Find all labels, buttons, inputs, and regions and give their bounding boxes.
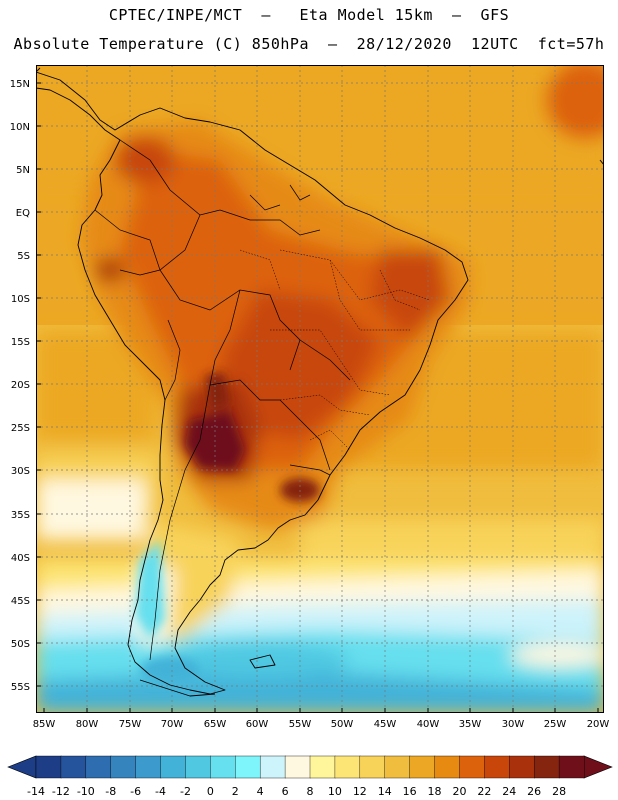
lat-label: 20S <box>11 380 30 391</box>
lon-label: 60W <box>246 719 269 730</box>
colorbar-swatch <box>434 755 461 779</box>
lat-label: 25S <box>11 423 30 434</box>
colorbar-label: 16 <box>403 785 417 798</box>
colorbar-swatch <box>210 755 236 779</box>
colorbar-swatch <box>409 755 436 779</box>
colorbar-label: 2 <box>232 785 239 798</box>
longitude-labels: 85W 80W 75W 70W 65W 60W 55W 50W 45W 40W … <box>33 719 610 730</box>
state-borders <box>239 249 431 451</box>
colorbar-swatch <box>259 755 286 779</box>
colorbar-max-arrow <box>583 755 613 779</box>
colorbar-swatch <box>334 755 361 779</box>
colorbar-label: -4 <box>155 785 166 798</box>
colorbar-swatch <box>484 755 510 779</box>
lat-label: 30S <box>11 466 30 477</box>
lon-label: 35W <box>459 719 482 730</box>
colorbar-swatch <box>160 755 187 779</box>
colorbar-swatch <box>384 755 411 779</box>
colorbar-swatch <box>309 755 336 779</box>
colorbar-swatch <box>459 755 486 779</box>
lon-label: 45W <box>374 719 397 730</box>
lat-label: 40S <box>11 553 30 564</box>
lat-label: EQ <box>16 208 30 219</box>
colorbar-label: 8 <box>307 785 314 798</box>
colorbar-label: -6 <box>130 785 141 798</box>
colorbar-swatch <box>135 755 162 779</box>
lat-label: 10N <box>10 122 30 133</box>
lon-label: 25W <box>544 719 567 730</box>
colorbar-label: 14 <box>378 785 392 798</box>
map-title-line1: CPTEC/INPE/MCT – Eta Model 15km – GFS <box>108 6 510 24</box>
colorbar-swatch <box>533 755 560 779</box>
colorbar-min-arrow <box>7 755 37 779</box>
lat-label: 5S <box>17 251 30 262</box>
country-borders <box>94 139 351 661</box>
coastline <box>36 67 604 697</box>
colorbar-label: 22 <box>477 785 491 798</box>
colorbar-swatch <box>509 755 535 779</box>
colorbar-swatch <box>60 755 87 779</box>
colorbar-label: -14 <box>27 785 45 798</box>
lat-label: 35S <box>11 510 30 521</box>
lat-label: 55S <box>11 682 30 693</box>
lon-label: 20W <box>587 719 610 730</box>
lon-label: 80W <box>76 719 99 730</box>
colorbar-label: 18 <box>428 785 442 798</box>
colorbar-swatch <box>110 755 137 779</box>
colorbar-label: 0 <box>207 785 214 798</box>
lon-label: 40W <box>417 719 440 730</box>
colorbar-swatch <box>235 755 261 779</box>
lon-label: 85W <box>33 719 56 730</box>
colorbar-swatch <box>284 755 311 779</box>
colorbar-label: -12 <box>52 785 70 798</box>
lat-label: 15N <box>10 79 30 90</box>
colorbar-label: 28 <box>552 785 566 798</box>
lon-label: 70W <box>161 719 184 730</box>
latitude-labels: 15N 10N 5N EQ 5S 10S 15S 20S 25S 30S 35S… <box>10 79 30 693</box>
colorbar-label: 12 <box>353 785 367 798</box>
lon-label: 65W <box>204 719 227 730</box>
lon-label: 50W <box>331 719 354 730</box>
colorbar-swatch <box>35 755 62 779</box>
lon-label: 30W <box>502 719 525 730</box>
colorbar-swatch <box>185 755 212 779</box>
lat-label: 5N <box>16 165 30 176</box>
lat-label: 45S <box>11 596 30 607</box>
colorbar-label: -2 <box>180 785 191 798</box>
lon-label: 55W <box>289 719 312 730</box>
colorbar-swatch <box>558 755 585 779</box>
map-frame <box>36 65 604 713</box>
colorbar-label: 6 <box>282 785 289 798</box>
colorbar-label: 24 <box>502 785 516 798</box>
graticule <box>36 65 604 713</box>
colorbar-label: 20 <box>452 785 466 798</box>
colorbar-label: -8 <box>105 785 116 798</box>
temperature-field <box>36 65 604 713</box>
lat-label: 50S <box>11 639 30 650</box>
colorbar: -14 -12 -10 -8 -6 -4 -2 0 2 4 6 8 10 12 14 16 18 20 22 24 26… <box>7 755 613 798</box>
colorbar-label: 26 <box>527 785 541 798</box>
map-title-line2: Absolute Temperature (C) 850hPa – 28/12/… <box>13 35 605 53</box>
lat-label: 10S <box>11 294 30 305</box>
colorbar-swatch <box>359 755 386 779</box>
lon-label: 75W <box>119 719 142 730</box>
colorbar-label: 4 <box>257 785 264 798</box>
colorbar-label: -10 <box>77 785 95 798</box>
colorbar-label: 10 <box>328 785 342 798</box>
colorbar-swatch <box>85 755 112 779</box>
lat-label: 15S <box>11 337 30 348</box>
